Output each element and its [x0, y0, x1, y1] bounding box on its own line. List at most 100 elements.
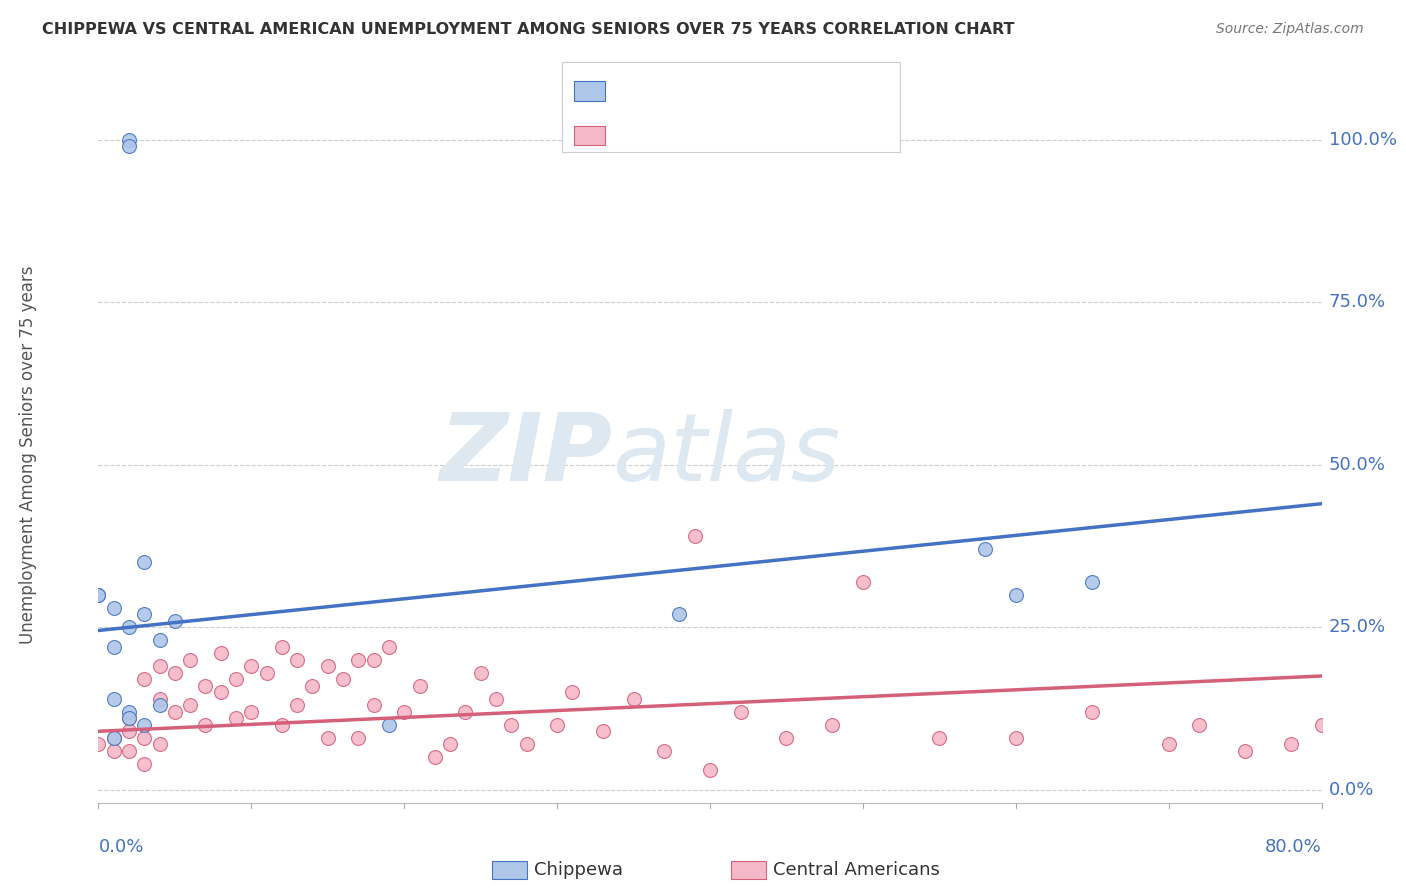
Text: 66: 66: [744, 127, 766, 145]
Point: [378, 718, 401, 732]
Point: [652, 744, 675, 758]
Point: [561, 685, 583, 699]
Point: [179, 653, 201, 667]
Point: [118, 711, 141, 725]
Point: [118, 132, 141, 146]
Point: [730, 705, 752, 719]
Point: [194, 679, 217, 693]
Point: [363, 698, 385, 713]
Point: [546, 718, 568, 732]
Text: 75.0%: 75.0%: [1329, 293, 1386, 311]
Text: N =: N =: [699, 82, 747, 100]
Point: [392, 705, 416, 719]
Point: [301, 679, 323, 693]
Point: [118, 724, 141, 739]
Point: [240, 659, 263, 673]
Point: [1234, 744, 1257, 758]
Point: [1279, 737, 1302, 751]
Point: [285, 653, 308, 667]
Point: [225, 711, 247, 725]
Point: [270, 718, 292, 732]
Point: [347, 731, 370, 745]
Point: [316, 731, 339, 745]
Point: [699, 764, 721, 778]
Point: [118, 705, 141, 719]
Point: [118, 711, 141, 725]
Point: [240, 705, 263, 719]
Point: [668, 607, 690, 622]
Point: [1004, 588, 1026, 602]
Point: [103, 691, 125, 706]
Point: [149, 633, 172, 648]
Text: CHIPPEWA VS CENTRAL AMERICAN UNEMPLOYMENT AMONG SENIORS OVER 75 YEARS CORRELATIO: CHIPPEWA VS CENTRAL AMERICAN UNEMPLOYMEN…: [42, 22, 1015, 37]
Point: [363, 653, 385, 667]
Point: [103, 744, 125, 758]
Text: 80.0%: 80.0%: [1265, 838, 1322, 856]
Point: [209, 685, 232, 699]
Text: atlas: atlas: [612, 409, 841, 500]
Point: [683, 529, 706, 543]
Point: [1157, 737, 1180, 751]
Point: [149, 691, 172, 706]
Point: [775, 731, 797, 745]
Point: [347, 653, 370, 667]
Text: 0.167: 0.167: [645, 127, 697, 145]
Point: [1081, 574, 1104, 589]
Point: [134, 555, 156, 569]
Point: [118, 139, 141, 153]
Text: 25.0%: 25.0%: [1329, 618, 1386, 636]
Text: 0.0%: 0.0%: [98, 838, 143, 856]
Point: [1188, 718, 1211, 732]
Point: [408, 679, 430, 693]
Point: [163, 705, 186, 719]
Point: [270, 640, 292, 654]
Point: [256, 665, 278, 680]
Point: [179, 698, 201, 713]
Point: [1081, 705, 1104, 719]
Point: [118, 744, 141, 758]
Text: Unemployment Among Seniors over 75 years: Unemployment Among Seniors over 75 years: [20, 266, 37, 644]
Point: [501, 718, 523, 732]
Text: 100.0%: 100.0%: [1329, 130, 1396, 149]
Point: [134, 756, 156, 771]
Point: [516, 737, 538, 751]
Point: [974, 542, 997, 557]
Point: [163, 614, 186, 628]
Point: [1004, 731, 1026, 745]
Point: [1310, 718, 1333, 732]
Point: [134, 731, 156, 745]
Text: 0.118: 0.118: [645, 82, 697, 100]
Point: [285, 698, 308, 713]
Point: [592, 724, 614, 739]
Point: [149, 698, 172, 713]
Point: [194, 718, 217, 732]
Point: [103, 640, 125, 654]
Text: R =: R =: [614, 82, 651, 100]
Point: [928, 731, 950, 745]
Point: [378, 640, 401, 654]
Point: [470, 665, 492, 680]
Text: 50.0%: 50.0%: [1329, 456, 1385, 474]
Point: [149, 659, 172, 673]
Point: [149, 737, 172, 751]
Point: [225, 672, 247, 686]
Point: [821, 718, 844, 732]
Point: [103, 731, 125, 745]
Point: [103, 731, 125, 745]
Text: 0.0%: 0.0%: [1329, 780, 1374, 799]
Point: [134, 718, 156, 732]
Point: [87, 737, 110, 751]
Point: [87, 588, 110, 602]
Point: [485, 691, 508, 706]
Point: [454, 705, 477, 719]
Point: [163, 665, 186, 680]
Point: [316, 659, 339, 673]
Point: [118, 620, 141, 634]
Text: N =: N =: [699, 127, 747, 145]
Text: Source: ZipAtlas.com: Source: ZipAtlas.com: [1216, 22, 1364, 37]
Point: [134, 607, 156, 622]
Text: Central Americans: Central Americans: [773, 861, 941, 879]
Point: [852, 574, 875, 589]
Point: [209, 646, 232, 660]
Text: ZIP: ZIP: [439, 409, 612, 501]
